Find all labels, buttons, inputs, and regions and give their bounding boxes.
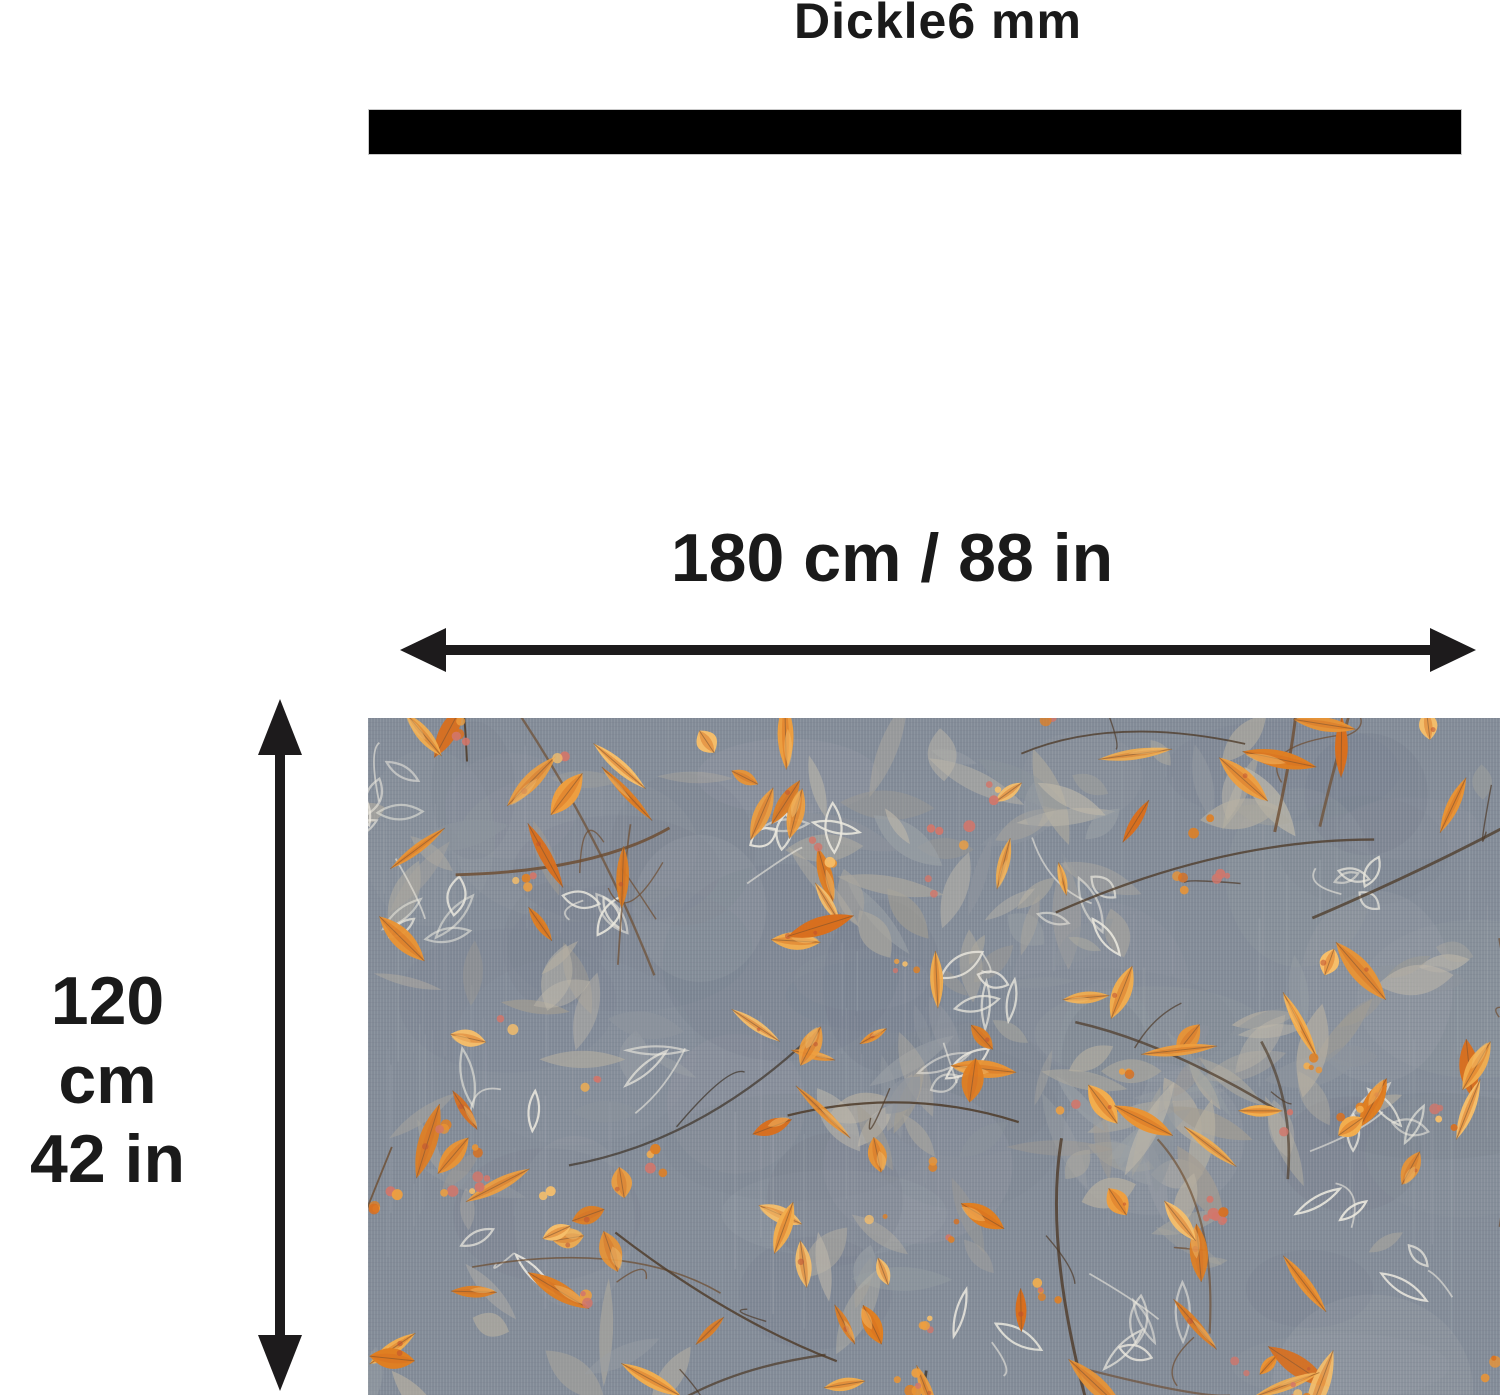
- height-dimension-label-in: 42 in: [30, 1121, 185, 1197]
- thickness-title: Dickle6 mm: [794, 0, 1082, 49]
- height-dimension-label-cm: 120 cm: [50, 963, 165, 1118]
- horizontal-double-arrow-icon: [400, 628, 1476, 672]
- arrow-shaft: [275, 735, 285, 1355]
- thickness-bar: [368, 109, 1462, 155]
- fabric-pattern: [368, 718, 1500, 1395]
- fabric-swatch-image: [368, 718, 1500, 1395]
- height-dimension-label: 120 cm 42 in: [0, 962, 215, 1199]
- arrow-head-up: [258, 699, 302, 755]
- vertical-double-arrow-icon: [258, 699, 302, 1391]
- arrow-shaft: [422, 645, 1454, 655]
- arrow-head-left: [400, 628, 446, 672]
- arrow-head-right: [1430, 628, 1476, 672]
- width-dimension-label: 180 cm / 88 in: [670, 520, 1114, 596]
- arrow-head-down: [258, 1335, 302, 1391]
